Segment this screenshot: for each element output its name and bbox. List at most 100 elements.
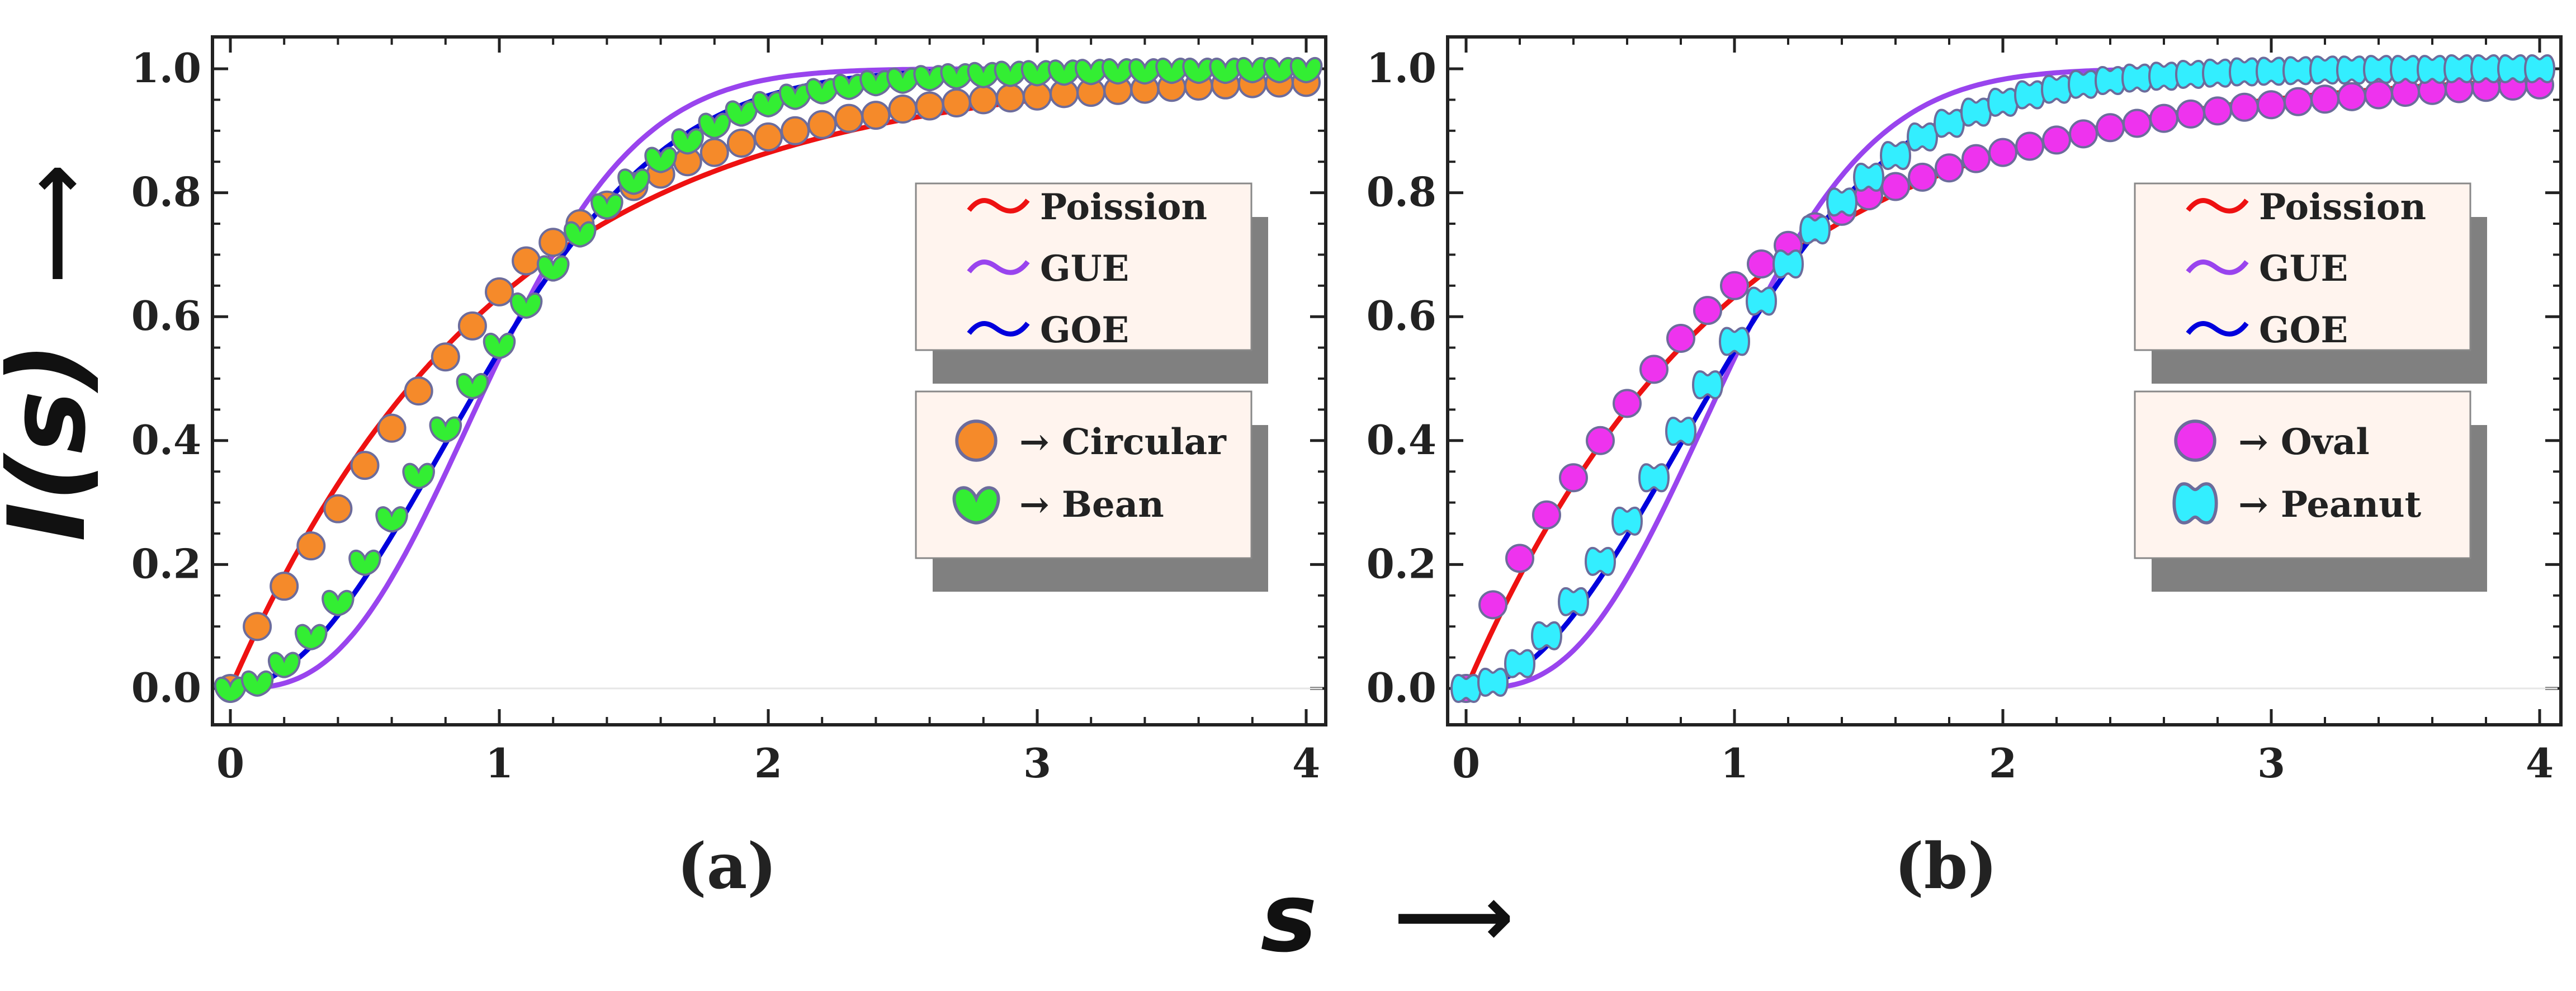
data-point-circle (1666, 323, 1695, 353)
data-point-peanut (2417, 55, 2448, 84)
legend-box (915, 390, 1252, 559)
data-point-bean (402, 463, 435, 489)
y-tick-label: 0.2 (131, 540, 201, 587)
legend-swatch-goe (2186, 321, 2249, 337)
data-point-bean (429, 416, 462, 443)
y-tick-label: 0.6 (131, 292, 201, 339)
y-tick-label: 1.0 (1367, 44, 1436, 92)
data-point-peanut (2390, 55, 2421, 84)
y-tick-label: 0.2 (1367, 540, 1436, 587)
data-point-peanut (2256, 56, 2287, 86)
y-tick-label: 0.0 (1367, 664, 1436, 711)
data-point-circle (2149, 103, 2178, 133)
data-point-circle (2069, 119, 2098, 149)
data-point-circle (754, 122, 783, 152)
data-point-circle (861, 101, 891, 130)
legend-swatch-poission (2186, 198, 2249, 214)
data-point-peanut (1934, 108, 1965, 138)
data-point-circle (2337, 82, 2366, 111)
data-point-peanut (2095, 66, 2126, 96)
data-point-bean (375, 506, 408, 533)
data-point-circle (1532, 500, 1561, 530)
legend-label: → Oval (2238, 421, 2370, 463)
legend-label: GOE (2259, 309, 2348, 351)
data-point-circle (942, 88, 971, 117)
legend-label: → Bean (1019, 484, 1164, 526)
data-point-peanut (1558, 587, 1589, 616)
data-point-circle (1505, 544, 1534, 573)
data-point-peanut (1611, 506, 1643, 536)
data-point-circle (2203, 96, 2232, 126)
x-axis-label: s (1260, 863, 1317, 974)
data-point-circle (1613, 389, 1642, 418)
data-point-circle (995, 83, 1025, 113)
axis-ticks: 0 1 2 3 4 0.0 0.2 0.4 0.6 0.8 1.0 (131, 37, 1326, 787)
data-point-circle (2123, 108, 2152, 138)
data-point-bean (617, 168, 650, 195)
data-point-circle (296, 531, 326, 561)
data-point-peanut (1585, 546, 1616, 576)
x-tick-label: 0 (216, 739, 244, 787)
data-point-peanut (1638, 463, 1670, 493)
legend-label: Poission (2259, 186, 2426, 228)
data-point-circle (2364, 80, 2393, 110)
data-point-circle (404, 376, 433, 406)
data-point-peanut (2524, 54, 2555, 84)
data-point-circle (457, 311, 487, 341)
data-point-circle (1935, 153, 1964, 183)
legend-marker-circle (955, 419, 998, 462)
data-point-peanut (1987, 87, 2019, 117)
data-point-peanut (1531, 621, 1562, 650)
data-point-peanut (1826, 187, 1857, 217)
data-point-bean (456, 372, 489, 400)
data-point-peanut (1960, 97, 1992, 127)
data-legend: → Circular → Bean (915, 390, 1268, 592)
data-point-circle (1023, 81, 1052, 111)
data-point-circle (1478, 590, 1507, 620)
legend-marker-circle (2174, 419, 2216, 462)
x-tick-label: 2 (1989, 739, 2017, 787)
legend-label: GUE (2259, 248, 2348, 290)
data-point-peanut (1719, 327, 1750, 356)
data-point-peanut (1450, 673, 1482, 704)
data-point-peanut (1477, 667, 1509, 697)
data-point-circle (2230, 92, 2259, 122)
data-point-circle (888, 95, 918, 124)
data-point-peanut (2443, 54, 2475, 84)
data-point-circle (1961, 144, 1991, 173)
data-point-peanut (2336, 55, 2367, 85)
data-point-peanut (2014, 80, 2045, 110)
data-point-bean (671, 128, 704, 155)
data-point-circle (1881, 172, 1910, 201)
data-point-circle (2042, 125, 2071, 155)
theory-legend: Poission GUE GOE (2134, 182, 2487, 384)
data-point-peanut (2148, 62, 2180, 91)
legend-label: GOE (1040, 309, 1129, 351)
data-point-peanut (1799, 215, 1831, 245)
y-tick-label: 0.8 (1367, 168, 1436, 216)
data-point-peanut (2202, 58, 2233, 88)
axis-ticks: 0 1 2 3 4 0.0 0.2 0.4 0.6 0.8 1.0 (1367, 37, 2561, 787)
data-point-peanut (2068, 69, 2099, 99)
x-tick-label: 3 (1023, 739, 1051, 787)
data-point-bean (268, 652, 301, 678)
y-tick-label: 0.8 (131, 168, 201, 216)
data-point-peanut (2363, 55, 2394, 84)
data-point-bean (322, 589, 355, 616)
data-points (1450, 54, 2555, 704)
data-point-peanut (1665, 417, 1696, 446)
data-point-circle (2015, 131, 2044, 161)
data-point-circle (1586, 426, 1615, 455)
data-point-circle (1908, 162, 1937, 192)
data-point-bean (348, 549, 381, 576)
data-point-peanut (2470, 54, 2502, 84)
data-point-circle (726, 128, 756, 158)
panel-label: (a) (677, 830, 777, 903)
data-point-circle (1639, 355, 1669, 384)
legend-swatch-gue (967, 259, 1030, 275)
data-point-circle (2176, 99, 2205, 129)
data-point-bean (509, 292, 543, 319)
panel-b: 0 1 2 3 4 0.0 0.2 0.4 0.6 0.8 1.0 Poission GUE GOE →… (1367, 35, 2563, 903)
data-point-peanut (1907, 122, 1938, 152)
